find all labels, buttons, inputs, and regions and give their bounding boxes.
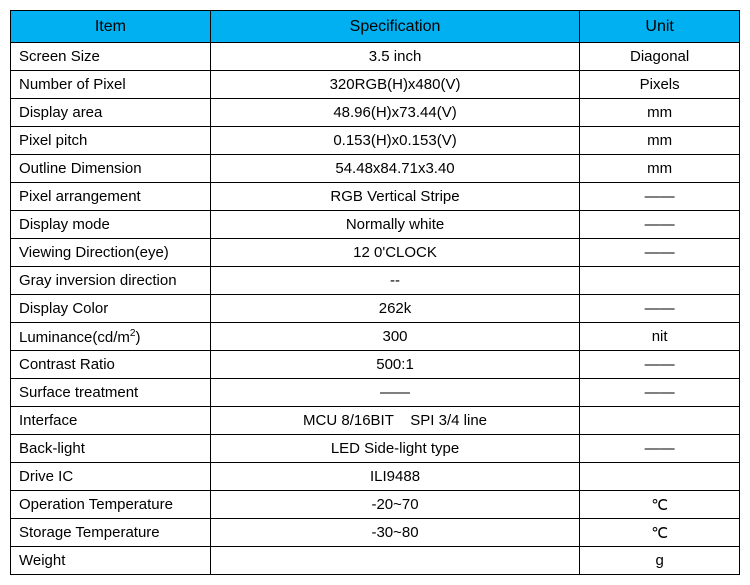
cell-specification: RGB Vertical Stripe [210,183,579,211]
cell-unit: mm [580,155,740,183]
table-header-row: Item Specification Unit [11,11,740,43]
cell-item: Number of Pixel [11,71,211,99]
table-row: Luminance(cd/m2)300nit [11,323,740,351]
cell-specification: ILI9488 [210,463,579,491]
table-row: Display area48.96(H)x73.44(V)mm [11,99,740,127]
cell-specification: 320RGB(H)x480(V) [210,71,579,99]
cell-specification: 48.96(H)x73.44(V) [210,99,579,127]
cell-item: Outline Dimension [11,155,211,183]
table-row: Number of Pixel320RGB(H)x480(V)Pixels [11,71,740,99]
cell-item: Drive IC [11,463,211,491]
cell-unit: g [580,547,740,575]
cell-item: Gray inversion direction [11,267,211,295]
cell-item: Display mode [11,211,211,239]
cell-item: Viewing Direction(eye) [11,239,211,267]
cell-unit: mm [580,99,740,127]
cell-item: Operation Temperature [11,491,211,519]
cell-item: Pixel pitch [11,127,211,155]
cell-unit: mm [580,127,740,155]
cell-specification [210,547,579,575]
cell-specification: 300 [210,323,579,351]
cell-unit [580,407,740,435]
cell-item: Display Color [11,295,211,323]
cell-specification: 3.5 inch [210,43,579,71]
cell-unit: —— [580,295,740,323]
cell-item: Contrast Ratio [11,351,211,379]
table-row: Surface treatment———— [11,379,740,407]
table-row: InterfaceMCU 8/16BIT SPI 3/4 line [11,407,740,435]
cell-unit: —— [580,239,740,267]
table-row: Pixel pitch0.153(H)x0.153(V)mm [11,127,740,155]
cell-unit: nit [580,323,740,351]
table-row: Screen Size3.5 inchDiagonal [11,43,740,71]
cell-item: Storage Temperature [11,519,211,547]
header-specification: Specification [210,11,579,43]
cell-item: Interface [11,407,211,435]
table-row: Display Color262k—— [11,295,740,323]
cell-specification: -20~70 [210,491,579,519]
specification-table: Item Specification Unit Screen Size3.5 i… [10,10,740,575]
cell-specification: -- [210,267,579,295]
cell-unit: —— [580,379,740,407]
table-body: Screen Size3.5 inchDiagonalNumber of Pix… [11,43,740,575]
cell-specification: MCU 8/16BIT SPI 3/4 line [210,407,579,435]
table-row: Pixel arrangementRGB Vertical Stripe—— [11,183,740,211]
table-row: Storage Temperature-30~80℃ [11,519,740,547]
cell-item: Surface treatment [11,379,211,407]
table-row: Drive ICILI9488 [11,463,740,491]
cell-unit: —— [580,183,740,211]
table-row: Outline Dimension54.48x84.71x3.40mm [11,155,740,183]
table-row: Weight g [11,547,740,575]
cell-item: Back-light [11,435,211,463]
table-row: Viewing Direction(eye)12 0'CLOCK—— [11,239,740,267]
cell-unit: ℃ [580,491,740,519]
cell-unit: —— [580,435,740,463]
cell-specification: 0.153(H)x0.153(V) [210,127,579,155]
cell-specification: 500:1 [210,351,579,379]
header-unit: Unit [580,11,740,43]
table-row: Display modeNormally white—— [11,211,740,239]
table-row: Gray inversion direction-- [11,267,740,295]
cell-unit [580,463,740,491]
cell-specification: LED Side-light type [210,435,579,463]
cell-unit: Diagonal [580,43,740,71]
cell-specification: 54.48x84.71x3.40 [210,155,579,183]
table-row: Operation Temperature-20~70℃ [11,491,740,519]
table-row: Back-lightLED Side-light type—— [11,435,740,463]
header-item: Item [11,11,211,43]
cell-specification: 12 0'CLOCK [210,239,579,267]
cell-item: Display area [11,99,211,127]
table-row: Contrast Ratio500:1—— [11,351,740,379]
cell-specification: -30~80 [210,519,579,547]
cell-specification: —— [210,379,579,407]
cell-unit: —— [580,351,740,379]
cell-unit: —— [580,211,740,239]
cell-item: Weight [11,547,211,575]
cell-unit [580,267,740,295]
cell-item: Screen Size [11,43,211,71]
cell-unit: ℃ [580,519,740,547]
cell-unit: Pixels [580,71,740,99]
cell-item: Pixel arrangement [11,183,211,211]
cell-specification: Normally white [210,211,579,239]
cell-specification: 262k [210,295,579,323]
cell-item: Luminance(cd/m2) [11,323,211,351]
